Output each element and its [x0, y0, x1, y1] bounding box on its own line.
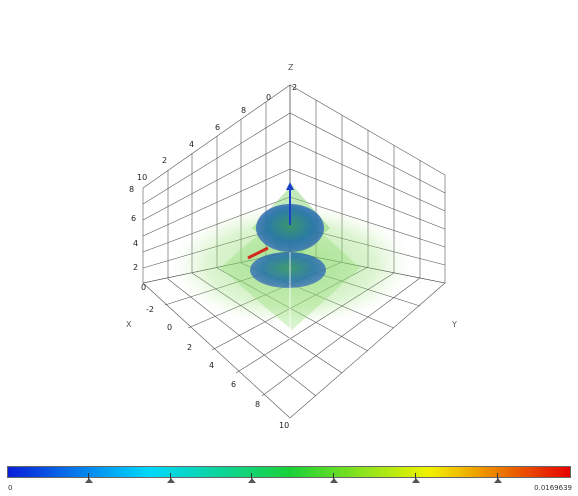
z-tick: 6	[131, 214, 136, 223]
z-top-tick: 2	[292, 83, 297, 92]
x-tick: 0	[167, 323, 172, 332]
3d-scene[interactable]: Z X Y -2 0 2 4 6 8 10 0 2 4 6 8 10 2 4 6…	[0, 0, 578, 455]
colorbar-marker[interactable]	[494, 473, 502, 483]
x-tick: 10	[279, 421, 289, 430]
3d-viewport[interactable]: Z X Y -2 0 2 4 6 8 10 0 2 4 6 8 10 2 4 6…	[0, 0, 578, 455]
z-top-tick: 6	[215, 123, 220, 132]
colorbar-marker[interactable]	[330, 473, 338, 483]
z-tick: 4	[133, 239, 138, 248]
colorbar-marker[interactable]	[412, 473, 420, 483]
colorbar-marker[interactable]	[167, 473, 175, 483]
z-top-tick: 0	[266, 93, 271, 102]
z-tick: 0	[141, 283, 146, 292]
x-tick: 8	[255, 400, 260, 409]
z-tick: 10	[137, 173, 147, 182]
colorbar	[7, 466, 571, 478]
x-tick: 2	[187, 343, 192, 352]
field-visualization	[172, 182, 412, 340]
x-axis-label: X	[126, 320, 132, 329]
x-tick: 4	[209, 361, 214, 370]
colorbar-min-label: 0	[8, 484, 12, 492]
z-top-tick: 4	[189, 140, 194, 149]
z-tick: 2	[133, 263, 138, 272]
colorbar-max-label: 0.0169639	[534, 484, 572, 492]
z-tick: 8	[129, 185, 134, 194]
z-top-tick: 8	[241, 106, 246, 115]
x-tick: 6	[231, 380, 236, 389]
y-axis-label: Y	[451, 320, 457, 329]
colorbar-marker[interactable]	[248, 473, 256, 483]
z-top-tick: 2	[162, 156, 167, 165]
z-axis-label: Z	[288, 63, 294, 72]
colorbar-marker[interactable]	[85, 473, 93, 483]
x-tick: -2	[146, 305, 154, 314]
